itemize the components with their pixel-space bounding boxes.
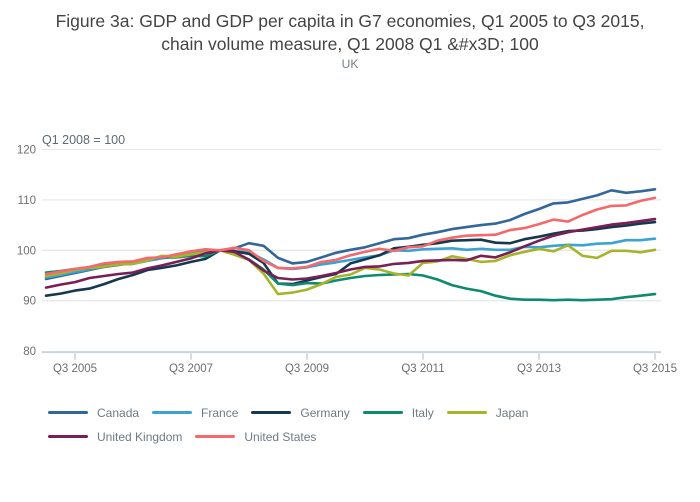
y-axis-label-100: 100 (17, 245, 36, 257)
legend-swatch-icon (446, 411, 487, 414)
x-axis-label-1: Q3 2007 (169, 363, 213, 375)
legend-label: Japan (495, 405, 529, 420)
legend-item-germany[interactable]: Germany (251, 404, 350, 421)
x-axis-label-0: Q3 2005 (53, 363, 97, 375)
x-axis-label-4: Q3 2013 (517, 363, 561, 375)
y-axis-label-110: 110 (18, 195, 36, 207)
chart-subtitle: UK (341, 57, 359, 71)
chart-title-line1: Figure 3a: GDP and GDP per capita in G7 … (55, 11, 645, 31)
chart-title: Figure 3a: GDP and GDP per capita in G7 … (0, 10, 700, 55)
legend-item-france[interactable]: France (152, 404, 238, 421)
legend-item-united-kingdom[interactable]: United Kingdom (48, 428, 182, 445)
legend-swatch-icon (48, 435, 88, 438)
x-axis-label-5: Q3 2015 (633, 363, 677, 375)
legend-item-canada[interactable]: Canada (48, 404, 139, 421)
chart-title-line2: chain volume measure, Q1 2008 Q1 &#x3D; … (161, 33, 539, 54)
legend-swatch-icon (152, 411, 193, 414)
legend-swatch-icon (195, 435, 236, 438)
legend-item-united-states[interactable]: United States (195, 428, 316, 445)
legend-label: Italy (411, 405, 434, 420)
y-axis-label-120: 120 (17, 145, 36, 157)
series-line-germany[interactable] (44, 220, 657, 297)
legend-label: Germany (300, 405, 350, 420)
legend-swatch-icon (362, 411, 403, 414)
legend-label: United Kingdom (97, 429, 183, 444)
legend-label: France (201, 405, 239, 420)
series-line-japan[interactable] (44, 244, 657, 296)
gdp-line-chart: 80 90 100 110 120 Q3 2005 Q3 2007 Q3 2009 Q3 201… (17, 133, 677, 375)
series-line-united-states[interactable] (44, 196, 657, 276)
series-line-united-kingdom[interactable] (44, 217, 657, 289)
x-axis-label-2: Q3 2009 (285, 363, 329, 375)
legend-swatch-icon (251, 411, 292, 414)
chart-legend: Canada France Germany Italy Japan United King… (48, 404, 664, 445)
y-axis-label-90: 90 (23, 296, 36, 308)
legend-swatch-icon (48, 411, 88, 414)
x-axis-label-3: Q3 2011 (401, 363, 444, 375)
legend-label: United States (244, 429, 317, 444)
legend-item-japan[interactable]: Japan (446, 404, 529, 421)
legend-label: Canada (97, 405, 140, 420)
y-axis-label-80: 80 (23, 346, 36, 358)
annotation-base-period: Q1 2008 = 100 (42, 133, 125, 147)
legend-item-italy[interactable]: Italy (362, 404, 434, 421)
